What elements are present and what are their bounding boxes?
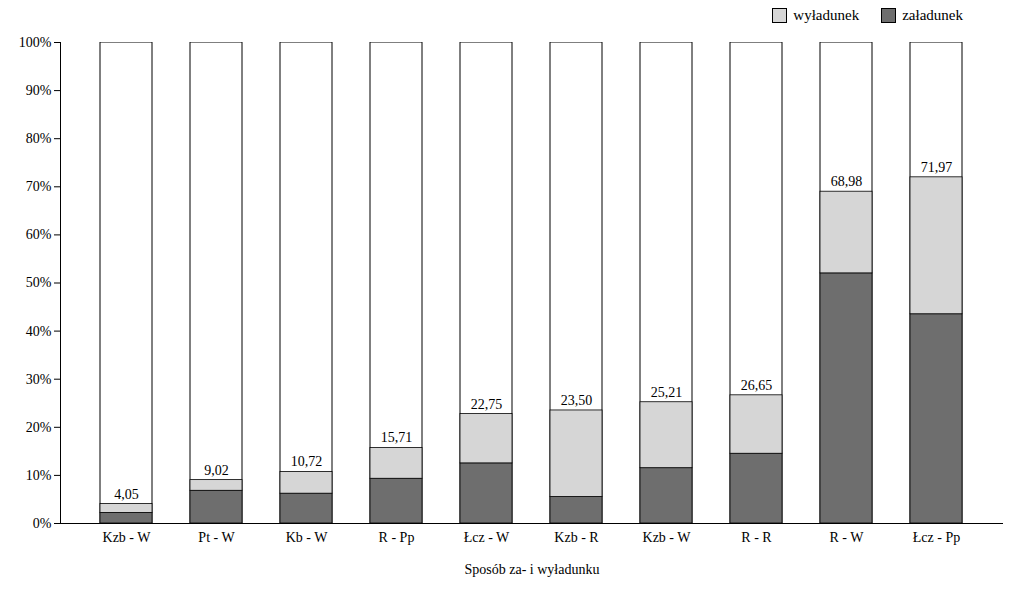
svg-text:Łcz - Pp: Łcz - Pp bbox=[913, 530, 960, 545]
svg-text:30%: 30% bbox=[26, 372, 52, 387]
svg-text:0%: 0% bbox=[33, 516, 52, 531]
svg-text:23,50: 23,50 bbox=[561, 393, 593, 408]
svg-text:25,21: 25,21 bbox=[651, 385, 683, 400]
svg-text:Kzb - W: Kzb - W bbox=[643, 530, 692, 545]
svg-text:R - R: R - R bbox=[741, 530, 772, 545]
svg-text:40%: 40% bbox=[26, 324, 52, 339]
svg-text:10,72: 10,72 bbox=[291, 454, 323, 469]
svg-text:15,71: 15,71 bbox=[381, 430, 413, 445]
svg-text:Kb - W: Kb - W bbox=[286, 530, 329, 545]
svg-text:60%: 60% bbox=[26, 227, 52, 242]
svg-text:Sposób za- i wyładunku: Sposób za- i wyładunku bbox=[465, 562, 600, 577]
svg-text:22,75: 22,75 bbox=[471, 397, 503, 412]
svg-text:R - W: R - W bbox=[830, 530, 865, 545]
svg-text:10%: 10% bbox=[26, 468, 52, 483]
svg-text:Łcz - W: Łcz - W bbox=[464, 530, 510, 545]
svg-text:26,65: 26,65 bbox=[741, 378, 773, 393]
svg-text:Kzb - R: Kzb - R bbox=[554, 530, 599, 545]
svg-text:20%: 20% bbox=[26, 420, 52, 435]
svg-text:68,98: 68,98 bbox=[831, 174, 863, 189]
svg-text:R - Pp: R - Pp bbox=[379, 530, 415, 545]
html-text:wyładunek: wyładunek bbox=[793, 6, 860, 23]
svg-text:Pt - W: Pt - W bbox=[198, 530, 235, 545]
svg-text:80%: 80% bbox=[26, 131, 52, 146]
svg-text:90%: 90% bbox=[26, 83, 52, 98]
svg-text:9,02: 9,02 bbox=[204, 463, 229, 478]
svg-text:Kzb - W: Kzb - W bbox=[103, 530, 152, 545]
svg-text:50%: 50% bbox=[26, 275, 52, 290]
svg-text:70%: 70% bbox=[26, 179, 52, 194]
svg-text:100%: 100% bbox=[19, 35, 52, 50]
svg-text:71,97: 71,97 bbox=[921, 160, 953, 175]
svg-text:4,05: 4,05 bbox=[114, 486, 139, 501]
html-text:załadunek: załadunek bbox=[902, 6, 963, 23]
